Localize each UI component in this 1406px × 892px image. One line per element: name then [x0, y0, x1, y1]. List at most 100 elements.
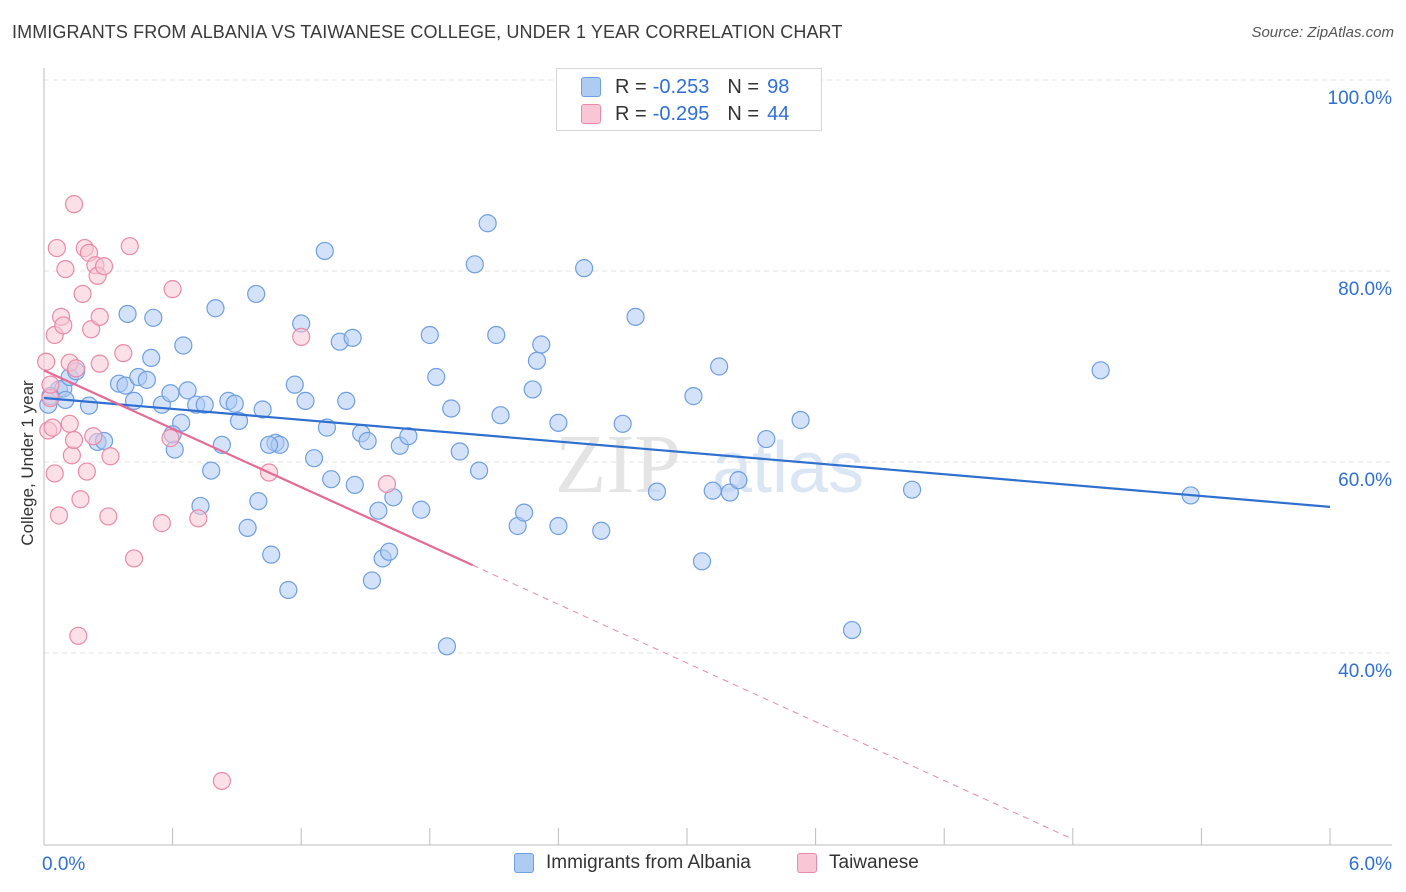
- data-point: [178, 381, 197, 400]
- series-legend: Immigrants from Albania Taiwanese: [0, 852, 1406, 878]
- data-point: [322, 470, 341, 489]
- data-point: [532, 335, 551, 354]
- data-point: [647, 482, 667, 501]
- data-point: [491, 406, 510, 425]
- data-point: [94, 257, 114, 276]
- data-point: [285, 375, 304, 394]
- legend-item-albania[interactable]: Immigrants from Albania: [514, 852, 751, 874]
- data-point: [842, 620, 862, 640]
- data-point: [116, 376, 135, 395]
- legend-swatch-taiwanese: [797, 853, 817, 873]
- data-point: [174, 336, 193, 355]
- data-point: [124, 549, 144, 568]
- data-point: [60, 414, 79, 433]
- data-point: [379, 542, 399, 561]
- y-axis-label: College, Under 1 year: [18, 380, 37, 546]
- data-point: [79, 396, 99, 415]
- data-point: [420, 325, 439, 345]
- data-point: [37, 352, 56, 371]
- data-point: [249, 492, 268, 511]
- data-point: [1091, 361, 1110, 380]
- data-point: [549, 413, 568, 432]
- data-point: [345, 475, 364, 495]
- data-point: [469, 461, 489, 480]
- n-value-taiwanese: 44: [767, 102, 790, 125]
- data-point: [195, 395, 214, 414]
- data-point: [82, 320, 101, 339]
- data-point: [592, 521, 611, 540]
- data-point: [296, 391, 315, 410]
- data-point: [84, 427, 103, 446]
- y-tick-label: 80.0%: [1338, 279, 1392, 300]
- data-point: [206, 299, 225, 318]
- data-point: [225, 394, 244, 413]
- data-point: [720, 483, 739, 502]
- legend-swatch-taiwanese: [581, 104, 601, 124]
- data-point: [229, 411, 249, 431]
- data-point: [703, 481, 722, 500]
- data-point: [369, 501, 388, 520]
- data-point: [315, 241, 334, 261]
- data-point: [62, 446, 81, 465]
- data-point: [358, 431, 377, 451]
- y-tick-label: 100.0%: [1328, 88, 1393, 109]
- data-point: [279, 580, 298, 600]
- data-point: [41, 375, 60, 394]
- data-point: [90, 354, 109, 373]
- x-tick-label: 0.0%: [42, 854, 85, 875]
- legend-row-taiwanese: R = -0.295 N = 44: [581, 102, 789, 126]
- series-pink: [37, 195, 397, 791]
- data-point: [73, 284, 92, 304]
- data-point: [487, 325, 506, 345]
- data-point: [791, 410, 810, 430]
- data-point: [77, 462, 96, 481]
- data-point: [523, 380, 542, 399]
- correlation-legend: R = -0.253 N = 98 R = -0.295 N = 44: [556, 68, 822, 131]
- data-point: [120, 237, 139, 256]
- trend-line-blue: [43, 396, 1331, 508]
- y-tick-label: 60.0%: [1338, 470, 1392, 491]
- data-point: [442, 399, 461, 418]
- data-point: [144, 308, 163, 327]
- data-point: [450, 442, 469, 461]
- data-point: [56, 259, 75, 279]
- data-point: [67, 359, 86, 378]
- data-point: [292, 327, 311, 346]
- data-point: [47, 238, 66, 258]
- data-point: [377, 474, 397, 494]
- data-point: [757, 429, 776, 449]
- data-point: [99, 507, 118, 526]
- data-point: [69, 626, 88, 645]
- data-point: [101, 447, 120, 466]
- trend-line-pink: [43, 369, 474, 567]
- legend-swatch-albania: [514, 853, 534, 873]
- data-point: [337, 391, 356, 410]
- data-point: [412, 500, 431, 519]
- data-point: [427, 367, 446, 387]
- r-value-albania: -0.253: [652, 75, 710, 98]
- source-note: Source: ZipAtlas.com: [1251, 24, 1394, 41]
- data-point: [247, 284, 266, 304]
- data-point: [189, 509, 208, 528]
- data-point: [343, 328, 362, 347]
- data-point: [90, 307, 109, 326]
- data-point: [262, 545, 281, 564]
- data-point: [253, 400, 272, 419]
- data-point: [626, 307, 645, 326]
- data-point: [362, 571, 382, 590]
- data-point: [902, 480, 922, 499]
- data-point: [729, 471, 748, 490]
- data-point: [49, 506, 69, 525]
- data-point: [465, 255, 484, 274]
- data-point: [515, 503, 534, 522]
- legend-row-albania: R = -0.253 N = 98: [581, 75, 789, 99]
- data-point: [161, 384, 180, 403]
- y-tick-label: 40.0%: [1338, 661, 1392, 682]
- data-point: [212, 771, 231, 791]
- data-point: [710, 357, 729, 376]
- legend-label-albania: Immigrants from Albania: [546, 852, 751, 873]
- legend-item-taiwanese[interactable]: Taiwanese: [797, 852, 919, 874]
- x-tick-label: 6.0%: [1349, 854, 1392, 875]
- data-point: [684, 387, 703, 406]
